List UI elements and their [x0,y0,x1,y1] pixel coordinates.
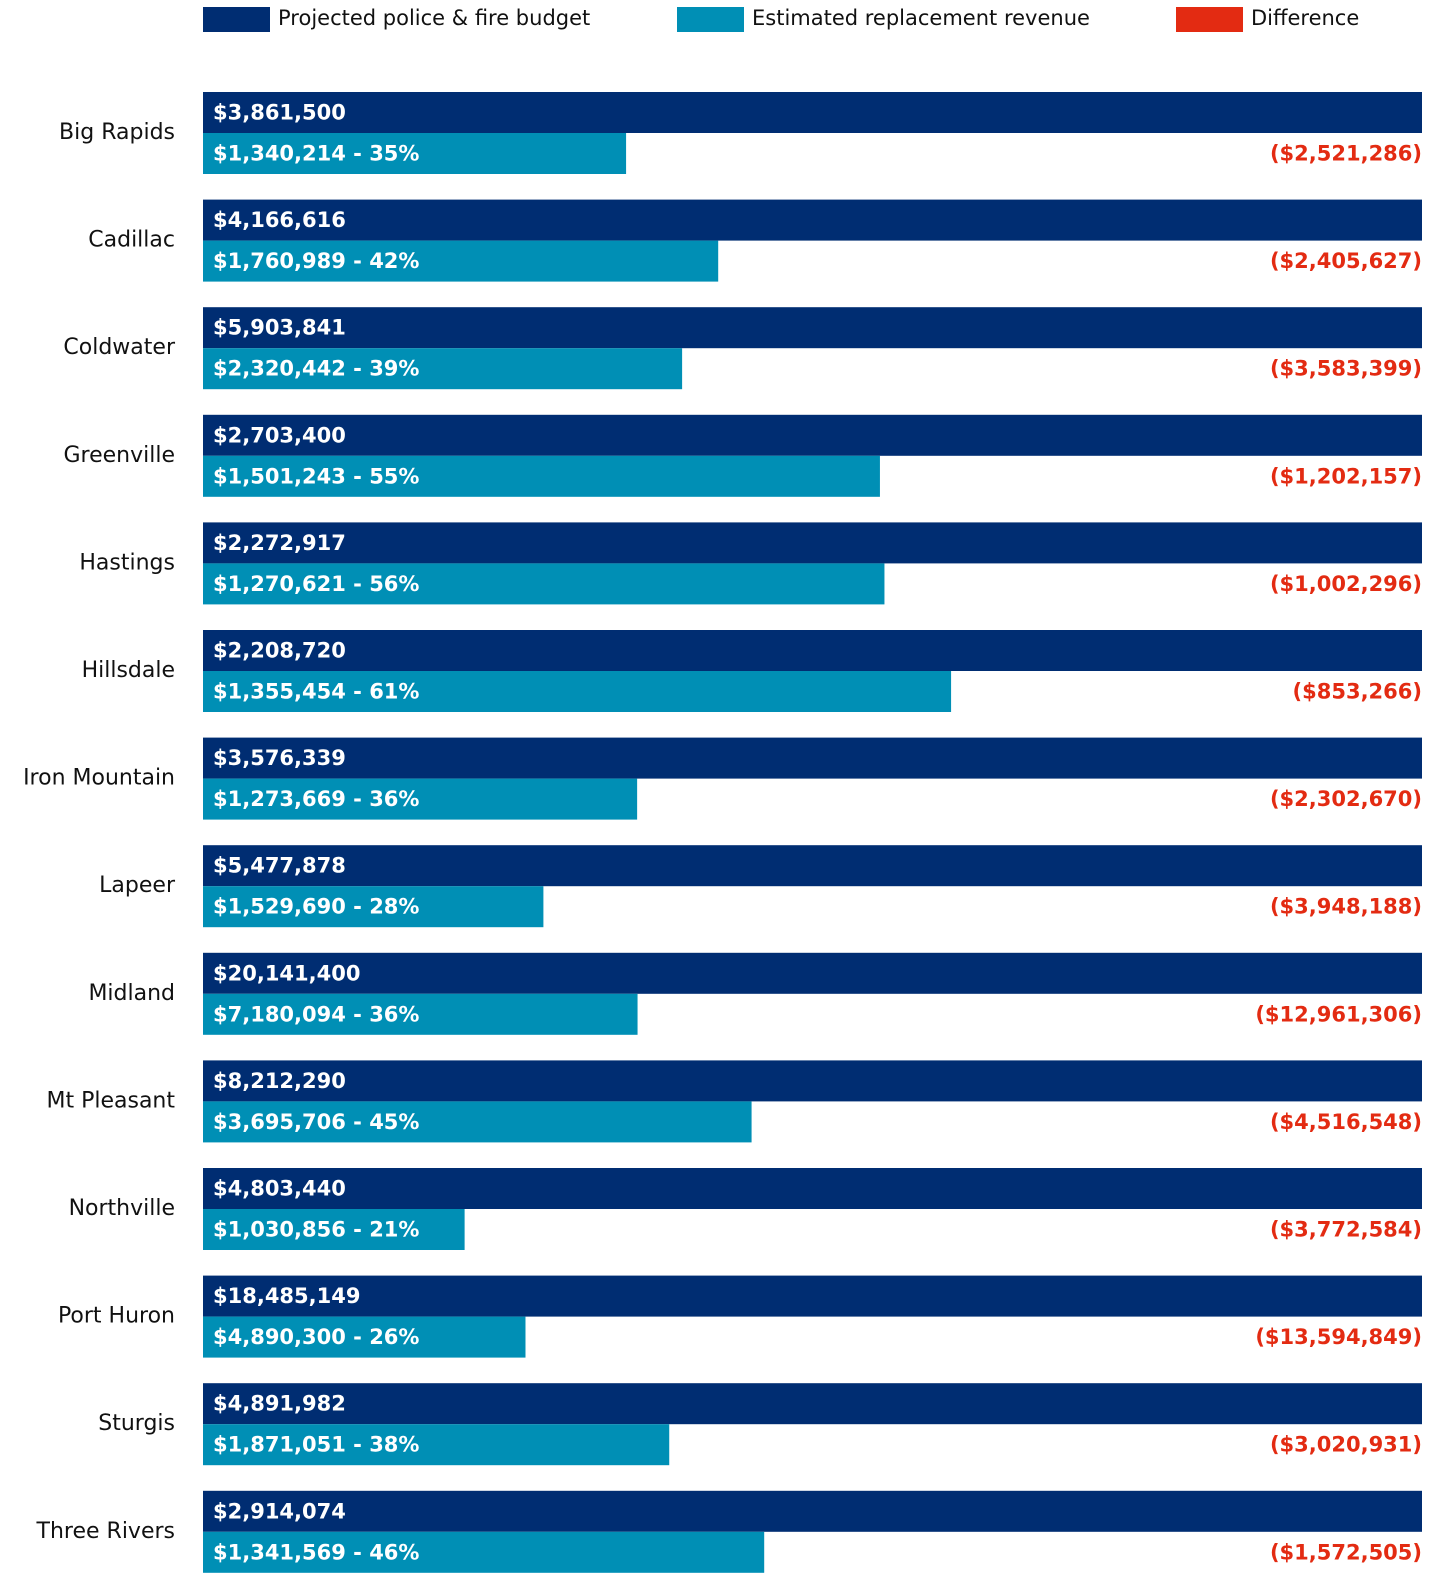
revenue-bar [203,1209,465,1250]
category-label: Midland [88,981,175,1006]
category-label: Sturgis [98,1411,175,1436]
revenue-label: $1,760,989 - 42% [213,249,419,273]
difference-label: ($1,002,296) [1270,572,1422,596]
budget-label: $3,861,500 [213,101,346,125]
revenue-label: $1,529,690 - 28% [213,895,419,919]
legend-label: Projected police & fire budget [278,6,590,30]
budget-bar [203,199,1422,241]
category-label: Port Huron [58,1304,175,1329]
budget-label: $8,212,290 [213,1069,346,1093]
budget-bar [203,737,1422,779]
difference-label: ($3,772,584) [1270,1218,1422,1242]
revenue-label: $1,340,214 - 35% [213,142,419,166]
revenue-label: $1,355,454 - 61% [213,680,419,704]
legend-label: Difference [1251,6,1359,30]
budget-bar [203,522,1422,564]
budget-bar [203,1060,1422,1102]
revenue-bar [203,563,885,605]
category-label: Hillsdale [82,658,175,683]
budget-bar [203,630,1422,671]
revenue-bar [203,886,544,928]
difference-label: ($4,516,548) [1270,1110,1422,1134]
budget-bar [203,1168,1422,1209]
revenue-bar [203,1531,765,1573]
revenue-label: $3,695,706 - 45% [213,1110,419,1134]
budget-bar [203,307,1422,349]
difference-label: ($1,572,505) [1270,1540,1422,1564]
budget-bar [203,92,1422,133]
revenue-bar [203,1316,526,1358]
category-label: Greenville [63,443,175,468]
budget-bar [203,1383,1422,1425]
budget-label: $4,803,440 [213,1177,346,1201]
difference-label: ($3,583,399) [1270,357,1422,381]
difference-label: ($2,405,627) [1270,249,1422,273]
legend-label: Estimated replacement revenue [752,6,1090,30]
revenue-bar [203,240,719,282]
revenue-label: $1,501,243 - 55% [213,464,419,488]
difference-label: ($2,521,286) [1270,142,1422,166]
budget-label: $2,272,917 [213,531,346,555]
budget-label: $2,208,720 [213,639,346,663]
revenue-label: $7,180,094 - 36% [213,1002,419,1026]
budget-bar [203,1490,1422,1532]
difference-label: ($12,961,306) [1255,1002,1422,1026]
budget-bar [203,845,1422,887]
revenue-label: $1,341,569 - 46% [213,1540,419,1564]
budget-label: $20,141,400 [213,961,360,985]
revenue-bar [203,671,952,712]
budget-label: $5,477,878 [213,854,346,878]
budget-label: $18,485,149 [213,1284,360,1308]
revenue-bar [203,348,683,390]
legend-swatch [1176,7,1243,32]
revenue-bar [203,1101,752,1143]
revenue-bar [203,455,880,497]
revenue-bar [203,1424,670,1466]
category-label: Coldwater [63,335,176,360]
category-label: Hastings [79,550,175,575]
revenue-label: $1,270,621 - 56% [213,572,419,596]
revenue-label: $1,273,669 - 36% [213,787,419,811]
revenue-label: $2,320,442 - 39% [213,357,419,381]
budget-label: $2,914,074 [213,1499,346,1523]
revenue-label: $1,030,856 - 21% [213,1218,419,1242]
difference-label: ($3,020,931) [1270,1433,1422,1457]
difference-label: ($1,202,157) [1270,464,1422,488]
category-label: Iron Mountain [23,766,175,791]
category-label: Lapeer [99,873,176,898]
budget-label: $3,576,339 [213,746,346,770]
budget-label: $2,703,400 [213,423,346,447]
legend-swatch [203,7,270,32]
revenue-bar [203,133,627,174]
revenue-bar [203,993,638,1035]
category-label: Mt Pleasant [46,1088,175,1113]
budget-bar [203,952,1422,994]
budget-label: $4,166,616 [213,208,346,232]
difference-label: ($3,948,188) [1270,895,1422,919]
budget-bar [203,1275,1422,1317]
difference-label: ($853,266) [1293,680,1422,704]
category-label: Northville [69,1196,175,1221]
budget-label: $4,891,982 [213,1392,346,1416]
budget-bar [203,414,1422,456]
legend-swatch [677,7,744,32]
revenue-bar [203,778,638,820]
difference-label: ($13,594,849) [1255,1325,1422,1349]
category-label: Three Rivers [36,1519,175,1544]
revenue-label: $4,890,300 - 26% [213,1325,419,1349]
budget-label: $5,903,841 [213,316,346,340]
difference-label: ($2,302,670) [1270,787,1422,811]
category-label: Big Rapids [59,120,175,145]
revenue-label: $1,871,051 - 38% [213,1433,419,1457]
category-label: Cadillac [88,228,175,253]
